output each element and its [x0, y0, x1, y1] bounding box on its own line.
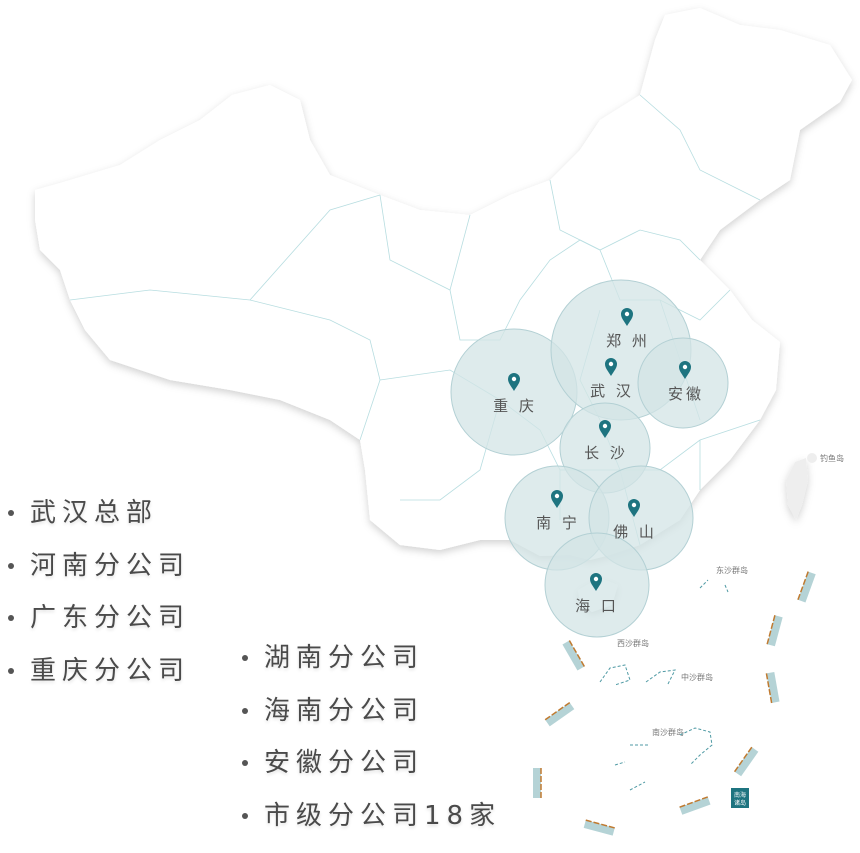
- branch-label: 广东分公司: [30, 603, 190, 633]
- branch-label: 重庆分公司: [30, 656, 190, 686]
- label-xisha: 西沙群岛: [617, 638, 649, 648]
- city-label: 南 宁: [536, 514, 580, 532]
- branch-label: 武汉总部: [30, 498, 158, 528]
- branch-item: 重庆分公司: [6, 656, 190, 709]
- city-label: 佛 山: [613, 523, 657, 541]
- boundary-segment: [798, 572, 816, 603]
- branch-list-left: 武汉总部 河南分公司 广东分公司 重庆分公司: [6, 498, 190, 708]
- label-zhongsha: 中沙群岛: [681, 672, 713, 682]
- label-diaoyu: 钓鱼岛: [820, 453, 844, 463]
- branch-item: 广东分公司: [6, 603, 190, 656]
- nanhai-inset-badge: 南海 诸岛: [731, 788, 749, 808]
- taiwan: [786, 458, 808, 520]
- branch-item: 武汉总部: [6, 498, 190, 551]
- boundary-segment: [767, 615, 782, 646]
- boundary-segment: [680, 797, 711, 815]
- boundary-segment: [735, 747, 759, 776]
- branch-item: 河南分公司: [6, 551, 190, 604]
- branch-label: 海南分公司: [264, 696, 424, 726]
- branch-list-right: 湖南分公司 海南分公司 安徽分公司 市级分公司18家: [240, 643, 501, 853]
- nanhai-label-2: 诸岛: [734, 799, 746, 807]
- city-label: 郑 州: [606, 332, 650, 350]
- label-dongsha: 东沙群岛: [716, 565, 748, 575]
- label-nansha: 南沙群岛: [652, 727, 684, 737]
- city-label: 长 沙: [584, 444, 628, 462]
- boundary-segment: [766, 672, 779, 703]
- city-label: 重 庆: [493, 397, 537, 415]
- boundary-segment: [533, 768, 541, 798]
- city-label: 海 口: [575, 597, 619, 615]
- nanhai-label-1: 南海: [734, 791, 746, 799]
- boundary-segment: [584, 820, 615, 835]
- branch-label: 河南分公司: [30, 551, 190, 581]
- mainland: [35, 8, 852, 560]
- branch-item: 海南分公司: [240, 696, 501, 749]
- branch-item: 安徽分公司: [240, 748, 501, 801]
- city-label: 安徽: [668, 385, 704, 403]
- branch-label: 市级分公司18家: [264, 801, 501, 831]
- branch-label: 安徽分公司: [264, 748, 424, 778]
- branch-item: 湖南分公司: [240, 643, 501, 696]
- circle-anhui: [638, 338, 728, 428]
- boundary-segment: [562, 641, 584, 671]
- city-label: 武 汉: [590, 382, 634, 400]
- branch-label: 湖南分公司: [264, 643, 424, 673]
- boundary-segment: [545, 703, 574, 727]
- branch-item: 市级分公司18家: [240, 801, 501, 853]
